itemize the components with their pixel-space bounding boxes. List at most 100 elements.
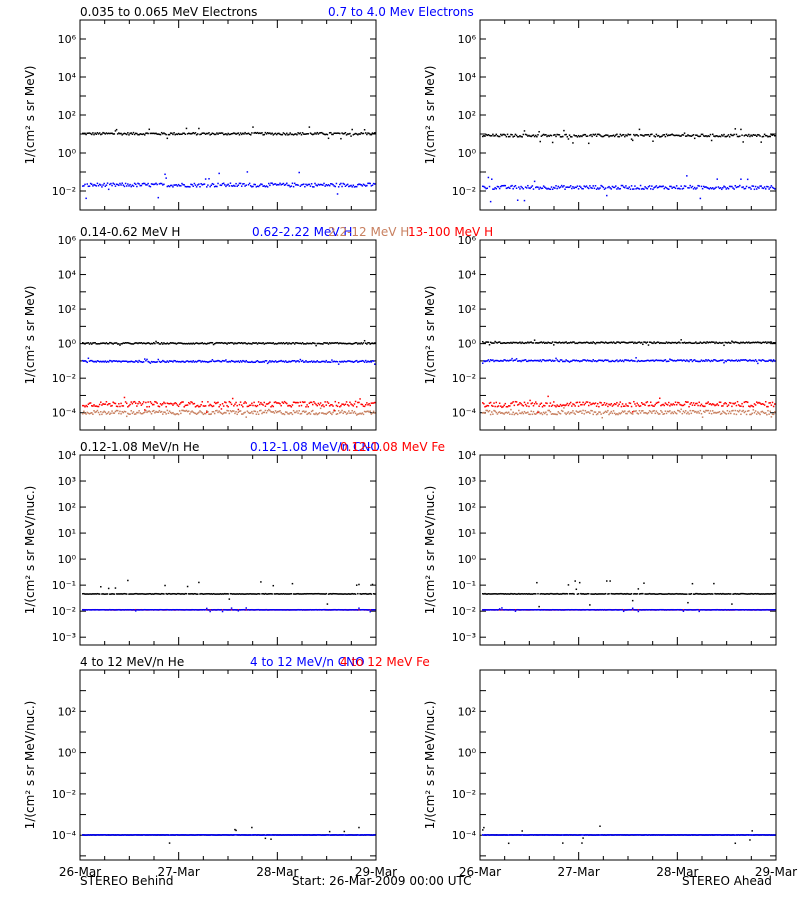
data-point <box>269 609 271 611</box>
data-point <box>172 592 174 595</box>
data-point <box>231 609 234 611</box>
data-point <box>151 410 154 413</box>
data-point <box>133 361 136 363</box>
data-point <box>671 411 673 414</box>
data-point <box>748 133 750 136</box>
data-point <box>221 132 224 134</box>
data-point <box>721 359 723 362</box>
data-point <box>174 360 176 362</box>
data-point <box>683 359 686 362</box>
data-point <box>116 593 119 595</box>
data-point <box>626 412 628 415</box>
data-point <box>583 609 585 611</box>
data-point <box>513 359 516 361</box>
data-point <box>92 413 94 416</box>
data-point <box>600 609 602 611</box>
data-point <box>227 609 229 611</box>
data-point <box>350 609 352 611</box>
data-point <box>630 341 633 344</box>
data-point <box>489 609 492 611</box>
data-point <box>369 343 371 345</box>
data-point <box>274 183 277 185</box>
data-point <box>603 134 606 137</box>
data-point <box>242 359 244 362</box>
data-point <box>202 132 205 134</box>
data-point <box>282 592 285 595</box>
data-point <box>721 593 723 595</box>
data-point <box>173 609 175 611</box>
data-point <box>556 609 558 611</box>
data-point <box>104 185 107 188</box>
data-point <box>521 404 523 406</box>
data-point <box>251 410 253 413</box>
data-point <box>115 405 118 408</box>
data-point <box>615 609 617 611</box>
data-point <box>677 359 679 361</box>
data-point <box>225 342 227 344</box>
data-point <box>153 132 155 135</box>
data-point <box>556 404 558 406</box>
data-point <box>308 183 311 186</box>
data-point <box>242 183 244 185</box>
y-axis-label: 1/(cm² s sr MeV) <box>23 66 37 165</box>
data-point <box>606 359 608 362</box>
data-point <box>736 400 739 403</box>
data-point <box>770 341 773 343</box>
data-point <box>719 592 722 595</box>
data-point <box>313 186 315 188</box>
data-point <box>235 182 237 185</box>
data-point <box>717 411 720 414</box>
data-point <box>693 593 696 595</box>
data-point <box>492 593 494 595</box>
data-point <box>230 593 233 595</box>
data-point <box>562 186 564 188</box>
data-point <box>707 359 709 361</box>
data-point <box>713 188 715 190</box>
data-point <box>153 593 155 595</box>
data-point <box>123 342 126 345</box>
data-point <box>724 593 726 595</box>
data-point <box>718 341 721 344</box>
data-point <box>88 343 91 345</box>
data-point <box>522 359 525 362</box>
data-point <box>540 187 543 190</box>
data-point <box>563 404 565 406</box>
data-point <box>107 342 110 345</box>
data-point <box>316 404 319 407</box>
data-point <box>768 135 770 138</box>
data-point <box>154 342 156 345</box>
data-point <box>580 592 582 595</box>
data-point <box>342 342 344 345</box>
data-point <box>194 184 197 186</box>
data-point <box>209 413 211 416</box>
data-point <box>622 610 625 613</box>
data-point <box>608 403 610 406</box>
data-point <box>193 402 196 405</box>
data-point <box>222 133 225 136</box>
data-point <box>664 593 667 595</box>
data-point <box>545 133 547 136</box>
data-point <box>101 593 103 595</box>
data-point <box>190 411 192 413</box>
data-point <box>707 409 709 412</box>
data-point <box>722 592 724 595</box>
data-point <box>771 134 774 136</box>
data-point <box>727 187 730 190</box>
data-point <box>146 342 148 344</box>
data-point <box>736 135 739 138</box>
data-point <box>727 608 730 611</box>
data-point <box>762 359 765 361</box>
data-point <box>351 186 353 188</box>
data-point <box>586 359 589 361</box>
data-point <box>204 405 207 407</box>
data-point <box>315 133 317 135</box>
data-point <box>317 342 320 345</box>
data-point <box>558 341 561 343</box>
data-point <box>288 360 290 363</box>
data-point <box>296 360 298 362</box>
data-point <box>358 183 360 185</box>
data-point <box>762 187 765 190</box>
data-point <box>215 133 217 136</box>
data-point <box>728 593 731 595</box>
data-point <box>758 593 760 595</box>
